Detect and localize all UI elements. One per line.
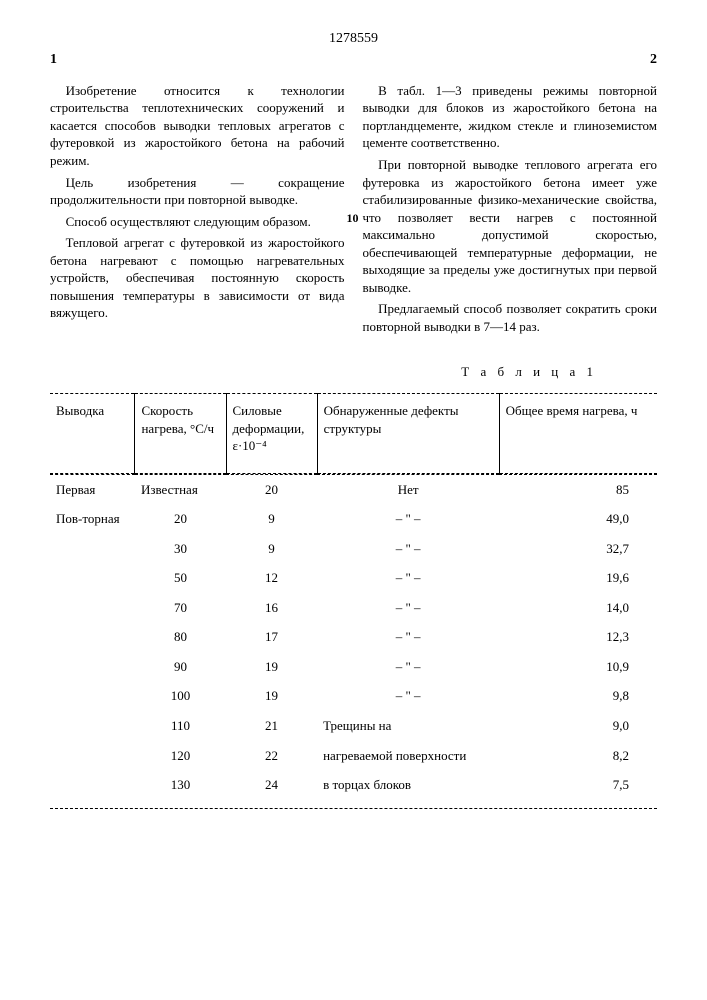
table-row: 80 17 – " – 12,3 <box>50 622 657 652</box>
cell <box>50 741 135 771</box>
cell: – " – <box>317 622 499 652</box>
col-header: Силовые деформации, ε·10⁻⁴ <box>226 393 317 473</box>
cell: 49,0 <box>499 504 657 534</box>
table-row: Первая Известная 20 Нет 85 <box>50 474 657 504</box>
cell: 7,5 <box>499 770 657 800</box>
cell <box>50 622 135 652</box>
cell <box>50 770 135 800</box>
table-row: 90 19 – " – 10,9 <box>50 652 657 682</box>
cell: – " – <box>317 534 499 564</box>
cell: в торцах блоков <box>317 770 499 800</box>
cell: 8,2 <box>499 741 657 771</box>
cell: – " – <box>317 593 499 623</box>
table-row: 100 19 – " – 9,8 <box>50 681 657 711</box>
cell: 32,7 <box>499 534 657 564</box>
table-row: 120 22 нагреваемой поверхности 8,2 <box>50 741 657 771</box>
cell <box>50 652 135 682</box>
cell <box>50 534 135 564</box>
cell: Нет <box>317 474 499 504</box>
cell: 100 <box>135 681 226 711</box>
cell: 24 <box>226 770 317 800</box>
cell: 14,0 <box>499 593 657 623</box>
cell: 9 <box>226 534 317 564</box>
cell: 19 <box>226 681 317 711</box>
table-row: Пов-торная 20 9 – " – 49,0 <box>50 504 657 534</box>
cell: Пов-торная <box>50 504 135 534</box>
cell <box>50 563 135 593</box>
cell: – " – <box>317 652 499 682</box>
page-numbers: 1 2 <box>50 51 657 70</box>
cell: 20 <box>226 474 317 504</box>
page-left: 1 <box>50 51 57 70</box>
cell: 70 <box>135 593 226 623</box>
paragraph: Тепловой агрегат с футеровкой из жаросто… <box>50 234 345 322</box>
cell: 12,3 <box>499 622 657 652</box>
cell: 20 <box>135 504 226 534</box>
cell: – " – <box>317 563 499 593</box>
line-number: 10 <box>347 210 359 226</box>
page-right: 2 <box>650 51 657 70</box>
paragraph: Изобретение относится к технологии строи… <box>50 82 345 170</box>
cell: 12 <box>226 563 317 593</box>
cell: 110 <box>135 711 226 741</box>
cell: 9 <box>226 504 317 534</box>
cell: 30 <box>135 534 226 564</box>
cell: 90 <box>135 652 226 682</box>
paragraph: Цель изобретения — сокращение продолжите… <box>50 174 345 209</box>
table-row: 110 21 Трещины на 9,0 <box>50 711 657 741</box>
paragraph: При повторной выводке теплового агрегата… <box>363 156 658 296</box>
paragraph: Предлагаемый способ позволяет сократить … <box>363 300 658 335</box>
table-row: 30 9 – " – 32,7 <box>50 534 657 564</box>
cell: Первая <box>50 474 135 504</box>
cell: 9,8 <box>499 681 657 711</box>
cell: 19 <box>226 652 317 682</box>
cell <box>50 681 135 711</box>
cell: нагреваемой поверхности <box>317 741 499 771</box>
cell: 16 <box>226 593 317 623</box>
table-bottom-rule <box>50 808 657 809</box>
col-header: Скорость нагрева, °С/ч <box>135 393 226 473</box>
table-1: Выводка Скорость нагрева, °С/ч Силовые д… <box>50 393 657 800</box>
cell: 80 <box>135 622 226 652</box>
table-header-row: Выводка Скорость нагрева, °С/ч Силовые д… <box>50 393 657 473</box>
table-row: 70 16 – " – 14,0 <box>50 593 657 623</box>
cell: 120 <box>135 741 226 771</box>
cell: 9,0 <box>499 711 657 741</box>
cell: Трещины на <box>317 711 499 741</box>
text-columns: Изобретение относится к технологии строи… <box>50 82 657 340</box>
table-label: Т а б л и ц а 1 <box>50 363 597 381</box>
column-2: В табл. 1—3 приведены режимы повторной в… <box>363 82 658 340</box>
cell: Известная <box>135 474 226 504</box>
table-row: 50 12 – " – 19,6 <box>50 563 657 593</box>
cell: 22 <box>226 741 317 771</box>
cell: – " – <box>317 681 499 711</box>
cell <box>50 593 135 623</box>
paragraph: Способ осуществляют следующим образом. <box>50 213 345 231</box>
cell: 130 <box>135 770 226 800</box>
cell: 10,9 <box>499 652 657 682</box>
col-header: Выводка <box>50 393 135 473</box>
column-1: Изобретение относится к технологии строи… <box>50 82 345 340</box>
cell: 21 <box>226 711 317 741</box>
cell: 19,6 <box>499 563 657 593</box>
table-row: 130 24 в торцах блоков 7,5 <box>50 770 657 800</box>
cell: 17 <box>226 622 317 652</box>
cell: – " – <box>317 504 499 534</box>
document-number: 1278559 <box>50 30 657 49</box>
col-header: Обнаруженные дефекты структуры <box>317 393 499 473</box>
cell <box>50 711 135 741</box>
cell: 50 <box>135 563 226 593</box>
cell: 85 <box>499 474 657 504</box>
paragraph: В табл. 1—3 приведены режимы повторной в… <box>363 82 658 152</box>
col-header: Общее время нагрева, ч <box>499 393 657 473</box>
